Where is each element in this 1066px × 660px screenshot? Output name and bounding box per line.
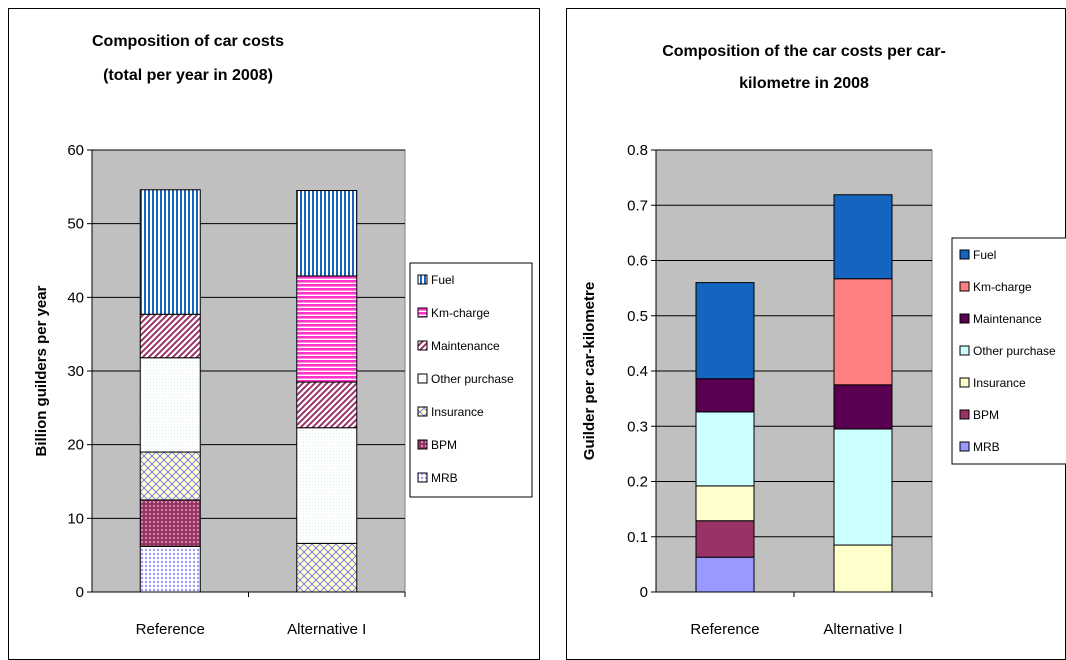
- legend-label-insurance: Insurance: [973, 376, 1026, 390]
- bar-segment-alternative-i-maintenance: [296, 381, 358, 429]
- legend-label-bpm: BPM: [431, 438, 457, 452]
- bar-segment-reference-other-purchase: [139, 357, 201, 453]
- legend-swatch-other-purchase: [417, 373, 428, 384]
- legend-label-fuel: Fuel: [973, 248, 996, 262]
- legend-label-km-charge: Km-charge: [431, 306, 490, 320]
- legend-swatch-fuel: [959, 249, 970, 260]
- x-category-label-reference: Reference: [690, 621, 759, 638]
- y-tick-label: 0.7: [627, 197, 648, 214]
- chart-per-car-kilometre: Composition of the car costs per car-kil…: [566, 8, 1066, 660]
- x-category-label-alternative-i: Alternative I: [287, 621, 366, 638]
- legend-swatch-mrb: [959, 441, 970, 452]
- bar-segment-alternative-i-insurance: [296, 542, 358, 593]
- legend-label-mrb: MRB: [973, 440, 1000, 454]
- bar-segment-alternative-i-other-purchase: [833, 428, 893, 546]
- bar-segment-alternative-i-insurance: [833, 544, 893, 593]
- x-category-label-alternative-i: Alternative I: [823, 621, 902, 638]
- bar-segment-reference-insurance: [695, 485, 755, 522]
- legend-label-insurance: Insurance: [431, 405, 484, 419]
- legend-swatch-other-purchase: [959, 345, 970, 356]
- bar-segment-reference-fuel: [695, 282, 755, 380]
- bar-segment-reference-fuel: [139, 189, 201, 315]
- bar-segment-reference-other-purchase: [695, 411, 755, 487]
- legend-label-mrb: MRB: [431, 471, 458, 485]
- bar-segment-reference-maintenance: [139, 313, 201, 359]
- y-axis-label: Guilder per car-kilometre: [581, 282, 598, 460]
- y-tick-label: 0.1: [627, 529, 648, 546]
- legend-box: [951, 237, 1066, 465]
- legend-label-bpm: BPM: [973, 408, 999, 422]
- legend-box: [409, 262, 533, 498]
- legend-label-maintenance: Maintenance: [973, 312, 1042, 326]
- bar-segment-alternative-i-other-purchase: [296, 427, 358, 544]
- y-tick-label: 20: [67, 437, 84, 454]
- legend-label-other-purchase: Other purchase: [973, 344, 1056, 358]
- legend-swatch-km-charge: [417, 307, 428, 318]
- y-tick-label: 0.6: [627, 253, 648, 270]
- legend-swatch-insurance: [417, 406, 428, 417]
- chart-panel-per-car-kilometre: Composition of the car costs per car-kil…: [566, 0, 1066, 660]
- y-tick-label: 0: [76, 584, 84, 601]
- chart-title-line-2: (total per year in 2008): [103, 67, 273, 84]
- y-tick-label: 0.4: [627, 363, 648, 380]
- bar-segment-alternative-i-km-charge: [296, 275, 358, 383]
- y-axis-label: Billion guilders per year: [33, 285, 50, 456]
- chart-title-line-1: Composition of car costs: [92, 33, 284, 50]
- bar-segment-reference-maintenance: [695, 378, 755, 413]
- legend-label-maintenance: Maintenance: [431, 339, 500, 353]
- legend-label-fuel: Fuel: [431, 273, 454, 287]
- bar-segment-reference-mrb: [695, 556, 755, 593]
- y-tick-label: 0.3: [627, 418, 648, 435]
- bar-segment-alternative-i-fuel: [833, 194, 893, 280]
- legend-swatch-insurance: [959, 377, 970, 388]
- y-tick-label: 10: [67, 510, 84, 527]
- y-tick-label: 30: [67, 363, 84, 380]
- chart-title-line-2: kilometre in 2008: [739, 75, 869, 92]
- bar-segment-reference-bpm: [139, 499, 201, 547]
- legend-label-km-charge: Km-charge: [973, 280, 1032, 294]
- legend-swatch-bpm: [959, 409, 970, 420]
- chart-title-line-1: Composition of the car costs per car-: [662, 43, 946, 60]
- chart-total-per-year: Composition of car costs (total per year …: [8, 8, 540, 660]
- legend-swatch-fuel: [417, 274, 428, 285]
- y-tick-label: 0.5: [627, 308, 648, 325]
- legend-swatch-maintenance: [959, 313, 970, 324]
- y-tick-label: 0: [640, 584, 648, 601]
- legend-label-other-purchase: Other purchase: [431, 372, 514, 386]
- bar-segment-alternative-i-maintenance: [833, 384, 893, 430]
- bar-segment-reference-insurance: [139, 451, 201, 501]
- x-category-label-reference: Reference: [136, 621, 205, 638]
- y-tick-label: 0.8: [627, 142, 648, 159]
- legend-swatch-mrb: [417, 472, 428, 483]
- y-tick-label: 50: [67, 216, 84, 233]
- bar-segment-alternative-i-fuel: [296, 190, 358, 277]
- y-tick-label: 40: [67, 289, 84, 306]
- bar-segment-alternative-i-km-charge: [833, 278, 893, 386]
- y-tick-label: 60: [67, 142, 84, 159]
- chart-panel-total-per-year: Composition of car costs (total per year …: [8, 0, 540, 660]
- bar-segment-reference-mrb: [139, 545, 201, 593]
- legend-swatch-maintenance: [417, 340, 428, 351]
- y-tick-label: 0.2: [627, 474, 648, 491]
- legend-swatch-km-charge: [959, 281, 970, 292]
- bar-segment-reference-bpm: [695, 520, 755, 558]
- legend-swatch-bpm: [417, 439, 428, 450]
